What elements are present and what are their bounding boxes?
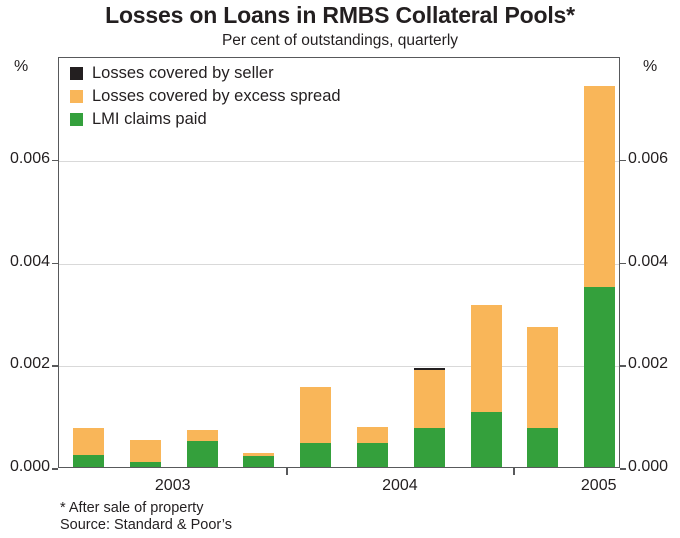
y-axis-tick-mark [52, 159, 58, 162]
y-axis-tick-mark [620, 365, 626, 367]
bar-segment [243, 453, 275, 457]
x-axis-tick-mark [286, 468, 288, 475]
y-axis-tick-label: 0.000 [628, 458, 669, 475]
bar-segment [300, 442, 332, 467]
y-axis-tick-mark [620, 468, 626, 470]
legend-swatch-seller-icon [70, 67, 83, 80]
legend-label: LMI claims paid [92, 110, 207, 129]
y-axis-unit-left: % [14, 58, 29, 75]
footnote-note: * After sale of property [60, 500, 204, 516]
bar-segment [129, 440, 161, 462]
footnote-source: Source: Standard & Poor’s [60, 517, 232, 533]
gridline [59, 366, 619, 368]
y-axis-tick-label: 0.004 [628, 252, 669, 270]
bar-segment [527, 326, 559, 428]
bar-segment [527, 427, 559, 467]
bar-segment [470, 412, 502, 467]
x-axis-label-2005: 2005 [580, 477, 617, 494]
x-axis-label-2004: 2004 [382, 477, 418, 494]
bar-group[interactable] [584, 58, 616, 467]
bar-group[interactable] [129, 58, 161, 467]
y-axis-tick-label: 0.006 [628, 149, 669, 167]
y-axis-unit-right: % [643, 58, 658, 75]
x-axis-label-2003: 2003 [154, 477, 191, 494]
legend-swatch-excess_spread-icon [70, 90, 83, 103]
bar-segment [470, 305, 502, 413]
y-axis-tick-mark [52, 468, 58, 470]
legend-label: Losses covered by seller [92, 64, 274, 83]
legend-label: Losses covered by excess spread [92, 87, 341, 106]
y-axis-tick-mark [52, 365, 58, 367]
legend-swatch-lmi-icon [70, 113, 83, 126]
legend-item-seller: Losses covered by seller [70, 63, 341, 84]
gridline [59, 263, 619, 265]
y-axis-tick-mark [620, 262, 626, 264]
bar-segment [413, 367, 445, 370]
page-subtitle: Per cent of outstandings, quarterly [221, 32, 459, 49]
x-axis-tick-mark [513, 468, 515, 475]
bar-segment [129, 461, 161, 467]
bar-segment [584, 287, 616, 467]
bar-segment [186, 430, 218, 441]
chart-plot-frame [58, 57, 620, 468]
bar-group[interactable] [470, 58, 502, 467]
chart-legend: Losses covered by seller Losses covered b… [70, 63, 341, 130]
y-axis-tick-mark [620, 159, 626, 162]
y-axis-tick-label: 0.002 [628, 355, 669, 373]
bar-segment [243, 456, 275, 467]
bar-group[interactable] [527, 58, 559, 467]
bar-group[interactable] [243, 58, 275, 467]
bar-segment [300, 386, 332, 443]
gridline [59, 160, 619, 162]
legend-item-excess_spread: Losses covered by excess spread [70, 86, 341, 107]
bar-segment [73, 427, 104, 456]
y-axis-tick-label: 0.004 [9, 252, 50, 270]
bar-group[interactable] [357, 58, 388, 467]
bar-segment [357, 442, 388, 467]
bar-group[interactable] [300, 58, 332, 467]
bar-segment [73, 455, 104, 467]
bar-group[interactable] [186, 58, 218, 467]
legend-item-lmi: LMI claims paid [70, 109, 341, 130]
y-axis-tick-mark [52, 262, 58, 264]
bar-group[interactable] [73, 58, 104, 467]
bar-segment [584, 85, 616, 288]
chart-plot-area [59, 58, 619, 467]
bar-group[interactable] [413, 58, 445, 467]
y-axis-tick-label: 0.006 [9, 149, 50, 167]
bar-segment [413, 369, 445, 428]
bar-segment [357, 427, 388, 443]
bar-segment [413, 427, 445, 467]
page-title: Losses on Loans in RMBS Collateral Pools… [105, 2, 575, 28]
y-axis-tick-label: 0.002 [9, 355, 50, 373]
y-axis-tick-label: 0.000 [9, 458, 50, 475]
chart-footnotes: * After sale of property Source: Standar… [60, 500, 232, 534]
bar-segment [186, 440, 218, 467]
